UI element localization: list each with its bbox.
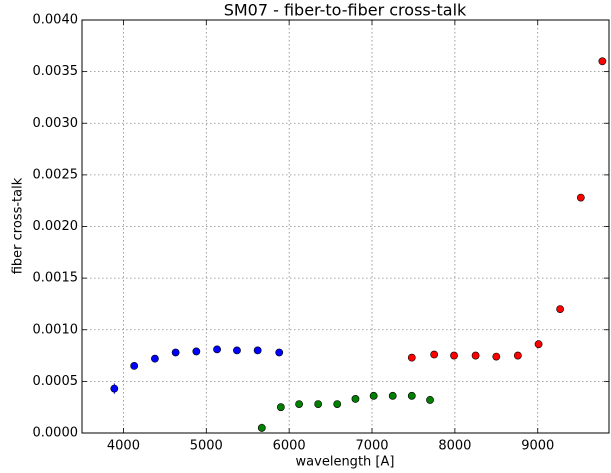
data-point xyxy=(276,403,285,412)
data-point xyxy=(471,351,480,360)
data-point xyxy=(192,347,201,356)
data-point xyxy=(407,353,416,362)
x-axis-label: wavelength [A] xyxy=(296,455,395,470)
data-point xyxy=(388,391,397,400)
data-point xyxy=(171,348,180,357)
data-point xyxy=(450,351,458,360)
x-tick-label: 6000 xyxy=(273,439,306,454)
chart-title: SM07 - fiber-to-fiber cross-talk xyxy=(224,1,467,20)
data-point xyxy=(513,351,522,360)
data-point xyxy=(314,400,323,408)
data-point xyxy=(369,391,378,400)
data-point xyxy=(130,361,139,370)
data-point xyxy=(407,391,416,400)
data-point xyxy=(492,352,501,361)
data-point xyxy=(426,396,434,404)
plot-area xyxy=(82,20,609,433)
x-tick-label: 8000 xyxy=(438,439,471,454)
y-tick-label: 0.0020 xyxy=(33,219,79,234)
y-tick-label: 0.0030 xyxy=(33,116,79,131)
y-tick-label: 0.0040 xyxy=(33,13,79,28)
data-point xyxy=(534,340,543,349)
y-tick-label: 0.0025 xyxy=(33,167,79,182)
data-point xyxy=(576,193,585,202)
y-tick-label: 0.0000 xyxy=(33,426,79,441)
data-point xyxy=(351,395,360,403)
data-point xyxy=(295,400,303,408)
y-tick-label: 0.0015 xyxy=(33,271,79,286)
data-point xyxy=(233,346,241,355)
data-point xyxy=(257,423,266,432)
x-tick-label: 5000 xyxy=(190,439,223,454)
data-point xyxy=(110,384,119,393)
data-point xyxy=(333,400,342,408)
plot-frame xyxy=(81,19,610,434)
data-point xyxy=(151,354,159,363)
data-point xyxy=(275,348,284,357)
data-point xyxy=(556,305,565,313)
y-tick-label: 0.0010 xyxy=(33,322,79,337)
data-point xyxy=(430,350,439,359)
y-tick-label: 0.0035 xyxy=(33,64,79,79)
data-point xyxy=(213,345,221,354)
x-tick-label: 9000 xyxy=(521,439,554,454)
y-tick-label: 0.0005 xyxy=(33,374,79,389)
x-tick-label: 4000 xyxy=(107,439,140,454)
data-point xyxy=(253,346,262,355)
data-point xyxy=(598,57,607,66)
x-tick-label: 7000 xyxy=(355,439,388,454)
y-axis-label: fiber cross-talk xyxy=(11,177,26,274)
